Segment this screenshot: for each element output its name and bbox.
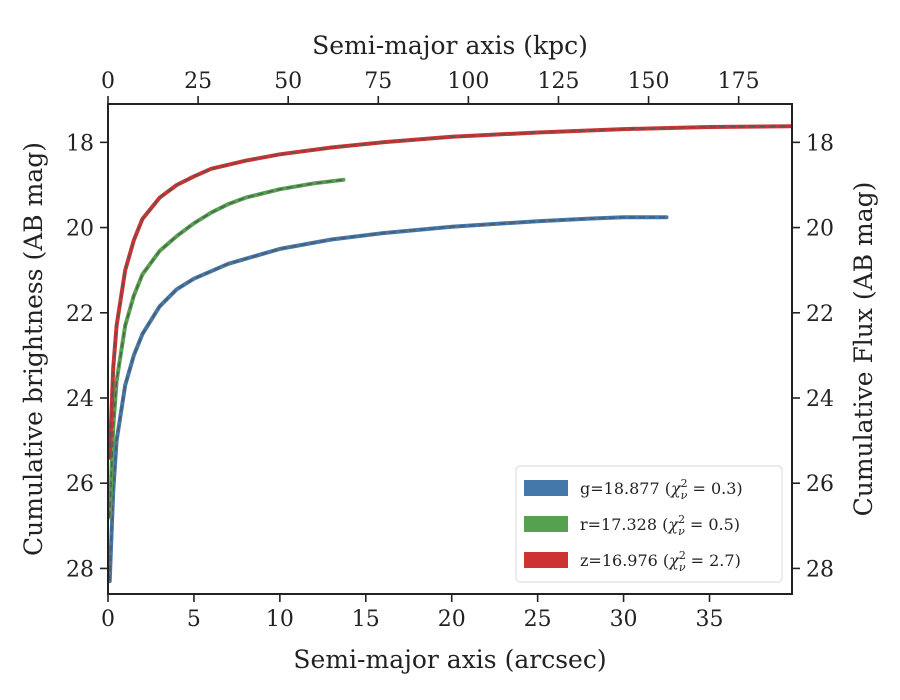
legend: g=18.877 (χ2 ν = 0.3) r=17.328 (χ2 ν = 0.5)… — [515, 465, 783, 583]
x-tick-label: 5 — [187, 607, 201, 632]
x-tick-label: 15 — [352, 607, 380, 632]
bottom-x-ticks: 0 5 10 15 20 25 30 35 — [101, 594, 724, 632]
legend-box — [515, 465, 783, 583]
legend-swatch-1 — [524, 516, 568, 532]
legend-label-0: g=18.877 (χ2 ν = 0.3) — [580, 477, 743, 502]
x-tick-label: 30 — [610, 607, 638, 632]
top-x-tick-label: 50 — [274, 69, 302, 94]
legend-label-2: z=16.976 (χ2 ν = 2.7) — [580, 549, 741, 574]
right-y-tick-label: 26 — [806, 472, 834, 497]
y-tick-label: 18 — [66, 131, 94, 156]
top-x-tick-label: 25 — [184, 69, 212, 94]
right-y-ticks: 18 20 22 24 26 28 — [792, 131, 834, 582]
y-tick-label: 20 — [66, 217, 94, 242]
series-line-2 — [107, 124, 793, 460]
top-x-tick-label: 100 — [447, 69, 489, 94]
x-tick-label: 35 — [696, 607, 724, 632]
series-line-0 — [107, 215, 669, 584]
y-tick-label: 28 — [66, 557, 94, 582]
y-axis-title: Cumulative brightness (AB mag) — [19, 142, 48, 556]
x-tick-label: 0 — [101, 607, 115, 632]
top-x-ticks: 0 25 50 75 100 125 150 175 — [101, 69, 760, 104]
right-y-axis-title: Cumulative Flux (AB mag) — [849, 182, 878, 517]
x-axis-title: Semi-major axis (arcsec) — [293, 645, 606, 674]
top-x-tick-label: 150 — [628, 69, 670, 94]
right-y-tick-label: 18 — [806, 131, 834, 156]
x-tick-label: 25 — [524, 607, 552, 632]
right-y-tick-label: 24 — [806, 387, 834, 412]
top-x-axis-title: Semi-major axis (kpc) — [312, 31, 588, 60]
legend-swatch-2 — [524, 552, 568, 568]
y-tick-label: 26 — [66, 472, 94, 497]
x-tick-label: 10 — [266, 607, 294, 632]
y-tick-label: 24 — [66, 387, 94, 412]
right-y-tick-label: 28 — [806, 557, 834, 582]
legend-swatch-0 — [524, 480, 568, 496]
top-x-tick-label: 175 — [718, 69, 760, 94]
series-dashed-line-1 — [108, 179, 344, 518]
top-x-tick-label: 75 — [364, 69, 392, 94]
plot-frame — [107, 103, 793, 595]
series-layer — [107, 124, 793, 584]
right-y-tick-label: 22 — [806, 302, 834, 327]
y-tick-label: 22 — [66, 302, 94, 327]
top-x-tick-label: 125 — [537, 69, 579, 94]
x-tick-label: 20 — [438, 607, 466, 632]
right-y-tick-label: 20 — [806, 217, 834, 242]
legend-label-1: r=17.328 (χ2 ν = 0.5) — [580, 513, 740, 538]
top-x-tick-label: 0 — [101, 69, 115, 94]
left-y-ticks: 18 20 22 24 26 28 — [66, 131, 108, 582]
